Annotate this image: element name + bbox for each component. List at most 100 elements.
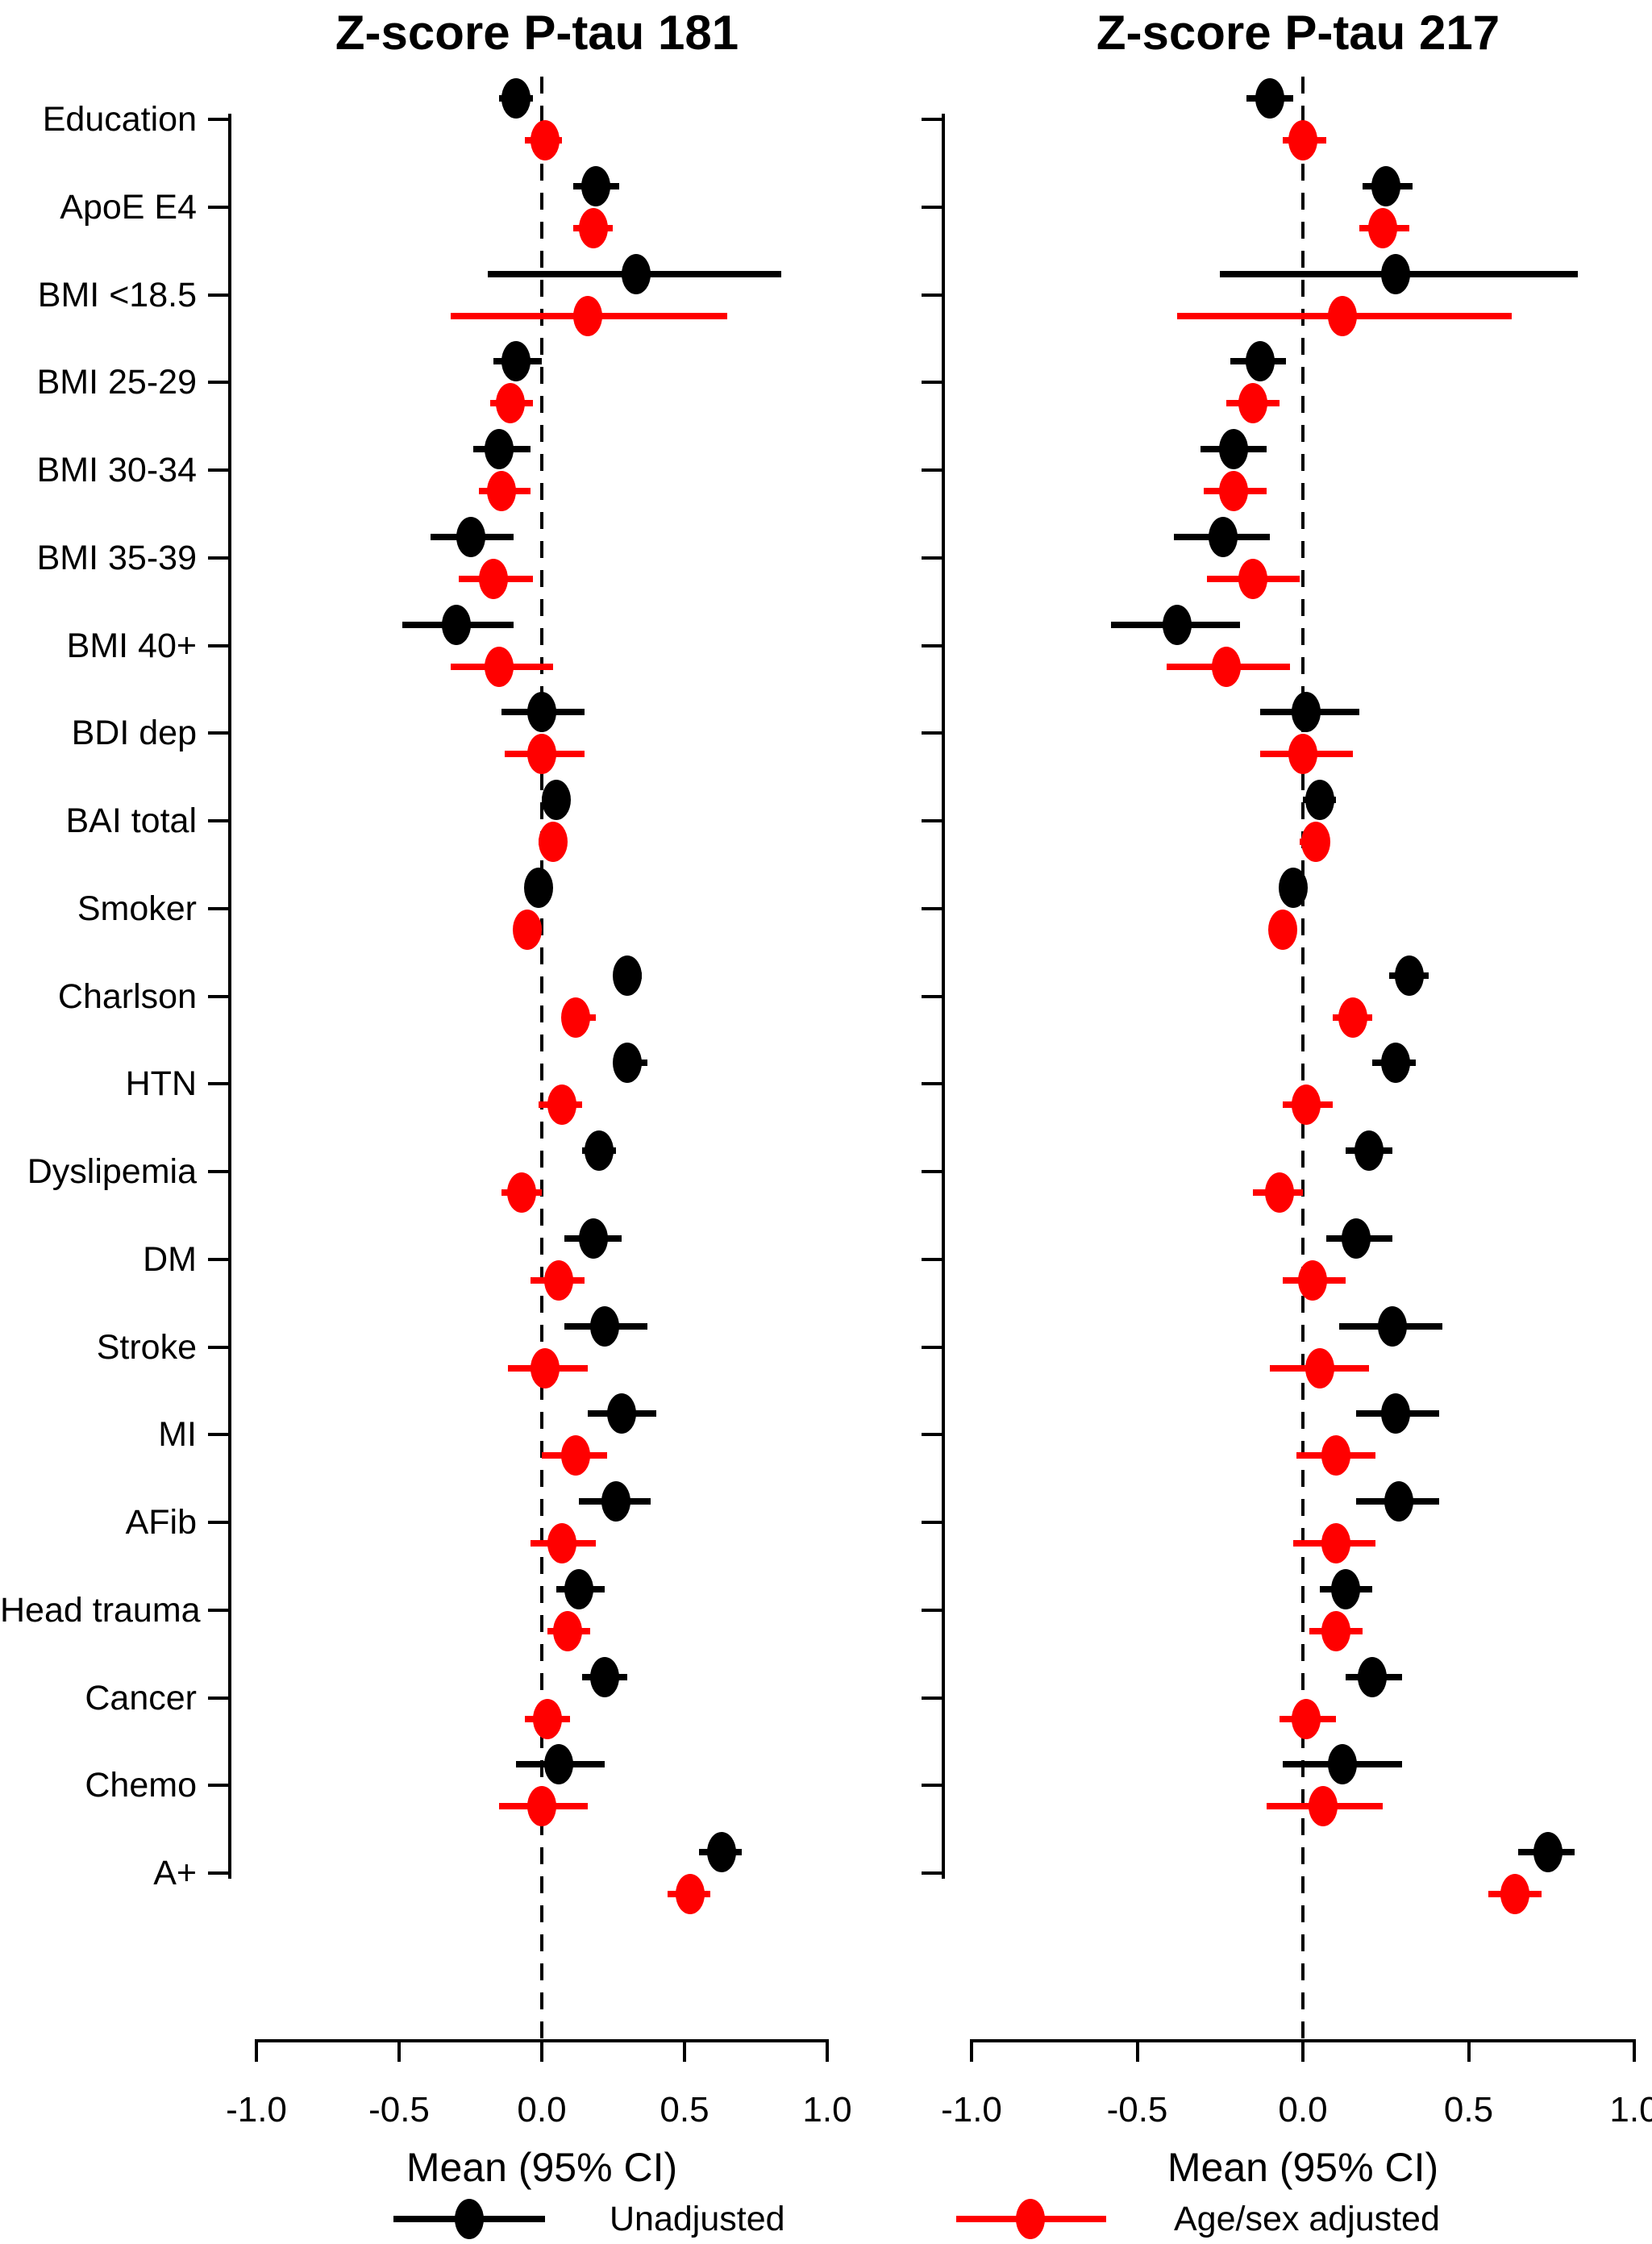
point-marker [530,120,560,160]
point-marker [1377,1305,1407,1347]
point-marker [578,207,608,248]
point-marker [547,1523,576,1563]
y-axis-tick [922,994,943,998]
point-marker [578,1218,608,1259]
x-axis-tick-label: -1.0 [941,2090,1002,2130]
point-marker [1305,1347,1334,1388]
y-axis-tick [922,1082,943,1086]
y-axis-tick [922,381,943,385]
y-axis-line [942,114,945,1879]
category-label: MI [158,1415,197,1455]
point-marker [707,1832,737,1872]
x-axis-tick-label: 0.0 [1278,2090,1328,2130]
x-axis-tick [255,2041,258,2062]
point-marker [1268,909,1298,950]
point-marker [1321,1435,1351,1476]
category-label: BDI dep [71,714,197,753]
y-axis-tick [208,1433,230,1437]
point-marker [561,1435,591,1476]
y-axis-tick [922,1871,943,1875]
point-marker [527,1786,556,1827]
point-marker [581,165,611,206]
x-axis-tick-label: 0.5 [1443,2090,1494,2130]
x-axis-label-ptau181: Mean (95% CI) [406,2145,678,2190]
y-axis-tick [922,293,943,297]
y-axis-tick [208,643,230,647]
y-axis-tick [922,643,943,647]
y-axis-tick [208,293,230,297]
y-axis-tick [922,731,943,735]
point-marker [1533,1832,1563,1872]
point-marker [1218,471,1248,511]
point-marker [1265,1172,1295,1213]
y-axis-tick [922,205,943,209]
x-axis-tick-label: -1.0 [226,2090,287,2130]
y-axis-tick [922,1345,943,1349]
y-axis-tick [208,1784,230,1788]
y-axis-tick [922,1433,943,1437]
point-marker [496,383,526,424]
point-marker [1218,429,1248,469]
category-label: Education [42,100,197,139]
y-axis-tick [922,1608,943,1612]
point-marker [530,1347,560,1388]
point-marker [1381,1393,1411,1434]
point-marker [1292,1085,1321,1126]
point-marker [1321,1610,1351,1651]
y-axis-tick [208,118,230,121]
category-label: Dyslipemia [27,1152,197,1191]
y-axis-tick [208,1170,230,1173]
panel-title-ptau181: Z-score P-tau 181 [335,6,739,60]
point-marker [1358,1656,1388,1697]
panel-title-ptau217: Z-score P-tau 217 [1096,6,1500,60]
point-marker [484,646,514,687]
point-marker [1331,1568,1361,1609]
x-axis-tick [540,2041,543,2062]
point-marker [524,867,554,908]
y-axis-tick [208,994,230,998]
x-axis-tick [1467,2041,1471,2062]
point-marker [501,341,531,382]
point-marker [1298,1259,1328,1301]
point-marker [1212,646,1242,687]
point-marker [527,692,556,733]
x-axis-tick-label: 1.0 [1609,2090,1652,2130]
point-marker [487,471,517,511]
point-marker [1381,1043,1411,1084]
point-marker [1308,1786,1338,1827]
point-marker [541,780,571,820]
point-marker [1367,207,1397,248]
legend-marker-dot [455,2199,484,2239]
point-marker [501,78,531,119]
category-label: BMI 40+ [66,626,197,665]
point-marker [584,1130,614,1171]
y-axis-line [228,114,231,1879]
point-marker [441,604,471,645]
point-marker [1305,780,1334,820]
point-marker [478,558,508,599]
category-label: Chemo [85,1766,197,1805]
x-axis-tick-label: -0.5 [1106,2090,1168,2130]
point-marker [547,1085,576,1126]
x-axis-tick-label: 0.0 [517,2090,567,2130]
point-marker [607,1393,637,1434]
point-marker [1328,1744,1358,1785]
point-marker [1245,341,1275,382]
category-label: BMI 35-39 [36,538,197,577]
y-axis-tick [208,1257,230,1261]
point-marker [621,253,651,294]
y-axis-tick [208,468,230,472]
legend-label-age-sex-adjusted: Age/sex adjusted [1174,2200,1440,2238]
y-axis-tick [208,1345,230,1349]
point-marker [456,516,485,557]
y-axis-tick [208,205,230,209]
category-label: BAI total [65,801,197,840]
x-axis-tick-label: 1.0 [802,2090,852,2130]
point-marker [1278,867,1308,908]
point-marker [561,997,591,1038]
y-axis-tick [922,819,943,822]
category-label: BMI 30-34 [36,451,197,489]
category-label: Stroke [96,1327,197,1367]
point-marker [507,1172,537,1213]
x-axis-tick-label: -0.5 [368,2090,430,2130]
